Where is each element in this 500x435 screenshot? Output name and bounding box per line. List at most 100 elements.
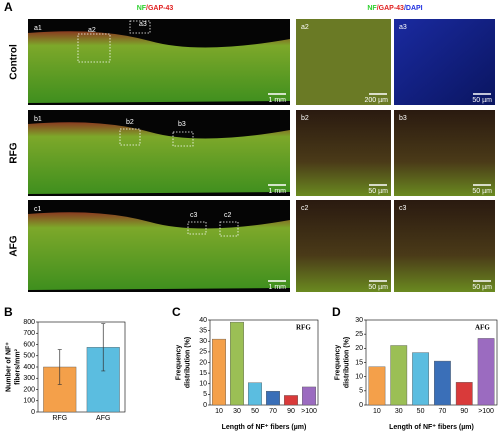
image-label: c3 [190, 212, 198, 219]
bar [434, 360, 451, 406]
tissue [28, 212, 290, 290]
bar [212, 338, 226, 406]
row-label: RFG [9, 142, 20, 163]
scale-label: 50 µm [472, 188, 492, 195]
tissue [28, 31, 290, 104]
y-tick-label: 25 [199, 349, 207, 356]
scale-label: 50 µm [368, 188, 388, 195]
y-axis-label: Frequency [334, 345, 341, 381]
scale-label: 1 mm [269, 97, 287, 104]
bar [477, 338, 495, 406]
image-label: b3 [399, 115, 407, 122]
x-tick-label: 50 [251, 408, 259, 415]
bar [248, 382, 262, 406]
y-tick-label: 10 [199, 381, 207, 388]
image-small [296, 200, 391, 292]
roi-box [219, 221, 239, 237]
y-axis-label: distribution (%) [184, 337, 191, 388]
y-axis-label: Number of NF⁺ [5, 342, 12, 392]
image-label: a3 [139, 21, 147, 28]
stain-part: /GAP-43 [146, 5, 173, 12]
row-label: Control [9, 44, 20, 80]
y-tick-label: 0 [203, 402, 207, 409]
x-tick-label: 10 [373, 408, 381, 415]
row-label: AFG [9, 235, 20, 256]
annotation: AFG [475, 324, 490, 332]
y-tick-label: 700 [23, 330, 35, 337]
image-small [394, 200, 495, 292]
y-tick-label: 200 [23, 386, 35, 393]
x-tick-label: 30 [233, 408, 241, 415]
plot-frame [209, 319, 319, 406]
x-tick-label: 70 [269, 408, 277, 415]
panel-label: D [332, 305, 341, 319]
x-tick-label: 50 [417, 408, 425, 415]
y-axis-label: fibers/mm² [14, 348, 21, 384]
y-tick-label: 20 [355, 345, 363, 352]
bar [266, 390, 280, 406]
scale-label: 1 mm [269, 284, 287, 291]
annotation: RFG [296, 324, 311, 332]
y-axis-label: Frequency [175, 345, 182, 381]
y-tick-label: 600 [23, 341, 35, 348]
bar [368, 366, 386, 406]
image-label: c1 [34, 206, 42, 213]
scale-label: 50 µm [472, 97, 492, 104]
bar [412, 352, 429, 406]
scale-label: 50 µm [472, 284, 492, 291]
y-tick-label: 300 [23, 375, 35, 382]
y-tick-label: 20 [199, 359, 207, 366]
image-label: a3 [399, 24, 407, 31]
bar [302, 386, 316, 406]
roi-box [77, 33, 111, 63]
roi-box [129, 20, 151, 34]
image-label: c2 [301, 205, 309, 212]
stain-part: /GAP-43 [377, 5, 404, 12]
x-tick-label: AFG [96, 415, 110, 422]
image-label: b2 [126, 119, 134, 126]
y-tick-label: 25 [355, 331, 363, 338]
y-tick-label: 15 [355, 359, 363, 366]
error-bar [57, 349, 62, 385]
y-tick-label: 30 [199, 338, 207, 345]
x-tick-label: RFG [52, 415, 67, 422]
image-small [296, 19, 391, 105]
image-small [296, 110, 391, 196]
y-tick-label: 500 [23, 353, 35, 360]
roi-box [172, 131, 194, 147]
image-label: a2 [301, 24, 309, 31]
y-tick-label: 0 [31, 409, 35, 416]
bar [230, 321, 244, 406]
y-axis-label: distribution (%) [343, 337, 350, 388]
x-axis-label: Length of NF⁺ fibers (µm) [222, 424, 307, 431]
y-tick-label: 400 [23, 364, 35, 371]
x-tick-label: 70 [439, 408, 447, 415]
panel-label: C [172, 305, 181, 319]
stain-header: NF/GAP-43/DAPI [367, 5, 422, 12]
panel-label: A [4, 0, 13, 14]
y-tick-label: 5 [203, 391, 207, 398]
x-tick-label: 10 [215, 408, 223, 415]
stain-part: NF [137, 5, 147, 12]
scale-label: 1 mm [269, 188, 287, 195]
image-label: a2 [88, 27, 96, 34]
scale-label: 200 µm [365, 97, 389, 104]
x-axis-label: Length of NF⁺ fibers (µm) [389, 424, 474, 431]
x-tick-label: 90 [287, 408, 295, 415]
image-small [394, 19, 495, 105]
y-tick-label: 800 [23, 319, 35, 326]
y-tick-label: 10 [355, 374, 363, 381]
plot-frame [365, 319, 498, 406]
image-label: c2 [224, 212, 232, 219]
bar [390, 345, 408, 406]
image-small [394, 110, 495, 196]
image-label: c3 [399, 205, 407, 212]
tissue [28, 122, 290, 194]
x-tick-label: >100 [301, 408, 317, 415]
y-tick-label: 30 [355, 317, 363, 324]
bar [455, 382, 473, 406]
scale-label: 50 µm [368, 284, 388, 291]
panel-label: B [4, 305, 13, 319]
image-label: a1 [34, 25, 42, 32]
